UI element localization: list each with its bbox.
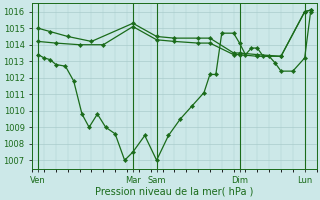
X-axis label: Pression niveau de la mer( hPa ): Pression niveau de la mer( hPa ): [95, 187, 253, 197]
